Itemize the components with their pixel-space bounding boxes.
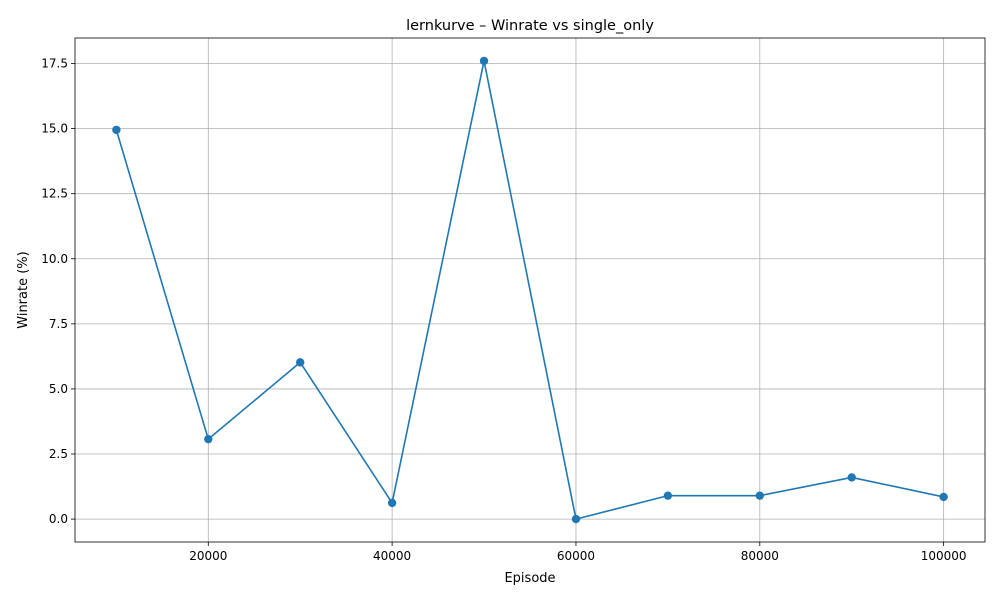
y-tick-label: 5.0 <box>49 382 68 396</box>
data-point <box>204 434 213 444</box>
x-tick-label: 80000 <box>741 549 779 563</box>
data-point <box>755 491 764 500</box>
data-point <box>479 56 489 66</box>
data-point <box>296 358 305 367</box>
markers-layer <box>112 56 948 524</box>
data-point <box>939 492 948 502</box>
x-axis: 20000 40000 60000 80000 100000 <box>189 542 967 563</box>
data-point <box>387 498 397 508</box>
data-point <box>571 514 581 524</box>
chart-title: lernkurve – Winrate vs single_only <box>406 18 654 34</box>
data-point <box>663 491 673 500</box>
data-point <box>112 125 121 135</box>
x-tick-label: 40000 <box>373 549 411 563</box>
x-tick-label: 60000 <box>557 549 595 563</box>
y-tick-label: 2.5 <box>49 447 68 461</box>
series-layer <box>115 60 944 520</box>
x-axis-label: Episode <box>504 571 555 586</box>
series-line <box>115 60 944 520</box>
x-tick-label: 100000 <box>921 549 967 563</box>
y-axis: 0.0 2.5 5.0 7.5 10.0 12.5 15.0 17.5 <box>41 57 75 526</box>
y-axis-label: Winrate (%) <box>16 251 31 328</box>
y-tick-label: 12.5 <box>41 187 68 201</box>
y-tick-label: 0.0 <box>49 512 68 526</box>
y-tick-label: 15.0 <box>41 122 68 136</box>
y-tick-label: 17.5 <box>41 57 68 71</box>
y-tick-label: 10.0 <box>41 252 68 266</box>
x-tick-label: 20000 <box>189 549 227 563</box>
grid <box>75 38 985 542</box>
data-point <box>847 473 856 482</box>
y-tick-label: 7.5 <box>49 317 68 331</box>
plot-frame <box>74 37 986 543</box>
